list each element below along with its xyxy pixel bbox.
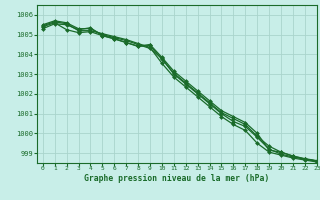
X-axis label: Graphe pression niveau de la mer (hPa): Graphe pression niveau de la mer (hPa) <box>84 174 269 183</box>
